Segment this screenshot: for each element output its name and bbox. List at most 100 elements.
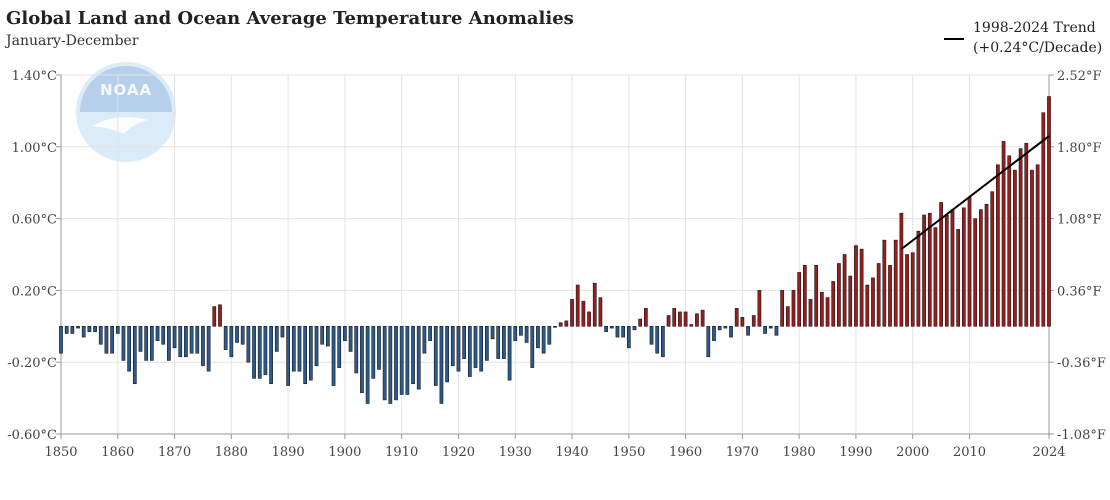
bar-2024	[1047, 96, 1051, 327]
bar-1990	[854, 245, 858, 327]
bar-1874	[195, 325, 200, 354]
x-tick-label: 1920	[442, 445, 475, 460]
bar-1897	[326, 325, 330, 347]
bar-1944	[592, 282, 597, 327]
bar-1921	[462, 325, 467, 359]
bar-2016	[1001, 141, 1006, 327]
bar-2017	[1007, 155, 1012, 327]
bar-1959	[678, 311, 682, 327]
bar-2001	[916, 230, 921, 327]
noaa-logo-upper	[80, 66, 172, 112]
x-tick-label: 2000	[896, 445, 929, 460]
y-tick-label-right: -1.08°F	[1057, 428, 1106, 443]
bar-2002	[922, 214, 926, 327]
bar-1886	[263, 325, 268, 376]
bar-1889	[280, 325, 285, 338]
bar-1927	[496, 325, 501, 359]
y-tick-label-right: 1.08°F	[1057, 213, 1101, 228]
bar-1964	[706, 325, 711, 358]
bar-2009	[961, 207, 966, 327]
x-tick-label: 1940	[555, 445, 588, 460]
bar-1905	[371, 325, 376, 379]
bars	[59, 96, 1051, 404]
bar-1984	[820, 291, 824, 327]
bar-1987	[837, 263, 841, 327]
bar-1945	[598, 297, 603, 327]
bar-1946	[604, 325, 608, 332]
bar-1949	[621, 325, 625, 338]
grid	[60, 74, 1050, 435]
bar-1950	[626, 325, 631, 349]
bar-1963	[700, 309, 705, 327]
bar-1895	[314, 325, 319, 367]
bar-1899	[337, 325, 342, 368]
bar-1937	[553, 325, 557, 328]
bar-1981	[802, 264, 807, 327]
x-tick-label: 2024	[1032, 445, 1065, 460]
bar-2020	[1024, 142, 1029, 327]
bar-1975	[768, 325, 773, 329]
bar-1992	[865, 284, 870, 327]
bar-2019	[1018, 148, 1023, 327]
bar-1883	[246, 325, 251, 363]
bar-1940	[570, 299, 574, 327]
bar-1881	[235, 325, 239, 343]
x-tick-label: 1950	[612, 445, 645, 460]
bar-1919	[450, 325, 455, 367]
bar-1896	[320, 325, 325, 345]
bar-1877	[212, 306, 217, 327]
bar-1932	[524, 325, 529, 343]
bar-1851	[64, 325, 69, 334]
bar-1857	[98, 325, 103, 345]
legend-trend-label: 1998-2024 Trend	[973, 20, 1096, 36]
tick-labels: 1.40°C 1.00°C 0.60°C 0.20°C -0.20°C -0.60°C 2.…	[7, 69, 1106, 460]
bar-1939	[564, 320, 569, 327]
y-tick-label-left: 0.20°C	[12, 284, 57, 299]
bar-1942	[581, 300, 586, 327]
bar-1985	[825, 297, 830, 327]
bar-2013	[984, 203, 989, 327]
y-tick-label-left: -0.60°C	[7, 428, 57, 443]
noaa-logo-text: NOAA	[100, 81, 152, 99]
x-tick-label: 1990	[839, 445, 872, 460]
bar-1911	[405, 325, 410, 395]
bar-1915	[428, 325, 432, 341]
bar-2015	[996, 164, 1000, 327]
y-tick-label-right: 0.36°F	[1057, 284, 1101, 299]
trend	[900, 135, 1050, 250]
bar-1967	[723, 325, 728, 329]
bar-1973	[757, 290, 762, 327]
bar-1958	[672, 308, 677, 327]
bar-1865	[144, 325, 149, 361]
bar-1936	[547, 325, 552, 345]
bar-1983	[814, 264, 819, 327]
bar-1870	[172, 325, 177, 349]
bar-1856	[93, 325, 97, 332]
bar-1867	[155, 325, 160, 341]
bar-1888	[274, 325, 279, 352]
bar-1884	[252, 325, 256, 379]
trend-line	[900, 135, 1050, 250]
bar-1951	[632, 325, 637, 331]
bar-1892	[297, 325, 302, 372]
bar-1988	[842, 254, 847, 327]
bar-1909	[394, 325, 398, 401]
bar-2018	[1013, 169, 1017, 327]
noaa-logo-bird	[92, 117, 148, 134]
bar-2023	[1041, 112, 1046, 327]
bar-1979	[791, 290, 796, 327]
y-tick-label-right: -0.36°F	[1057, 356, 1106, 371]
bar-1935	[541, 325, 546, 354]
bar-1970	[740, 317, 745, 327]
bar-1980	[797, 272, 802, 327]
bar-1930	[513, 325, 518, 341]
bar-1860	[115, 325, 120, 334]
bar-1968	[729, 325, 733, 338]
x-tick-label: 1980	[783, 445, 816, 460]
bar-1920	[456, 325, 461, 372]
x-tick-label: 1860	[101, 445, 134, 460]
bar-2021	[1030, 169, 1034, 327]
bar-2012	[979, 209, 983, 327]
bar-2007	[950, 209, 955, 327]
